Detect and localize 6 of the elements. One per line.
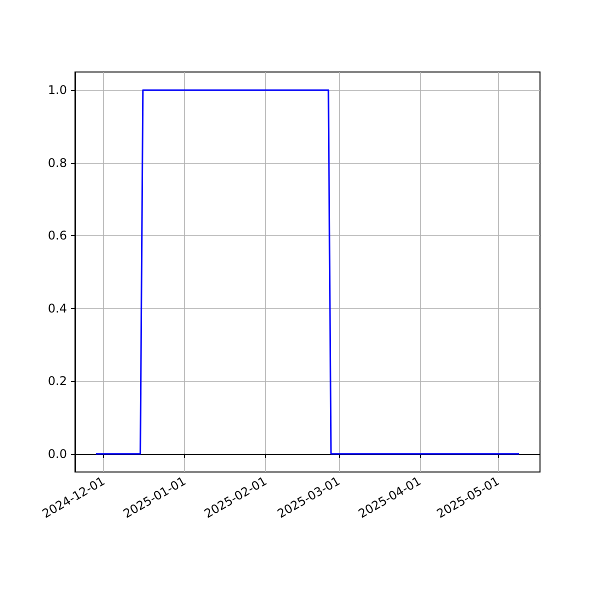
y-tick-label: 0.0 [48, 446, 67, 461]
y-tick-label: 0.8 [48, 156, 67, 170]
y-tick-label: 0.4 [48, 301, 67, 316]
y-tick-label: 1.0 [48, 83, 67, 98]
y-tick-label: 0.2 [48, 374, 67, 388]
y-tick-label: 0.6 [48, 228, 67, 243]
